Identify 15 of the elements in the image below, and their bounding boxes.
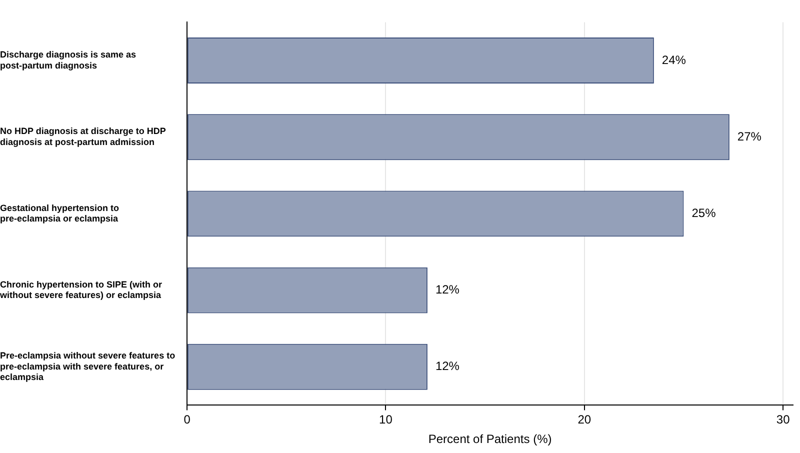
- y-tick-label: No HDP diagnosis at discharge to HDP diagnosis at post-partum admission: [0, 126, 166, 147]
- x-tick-label: 20: [578, 412, 592, 427]
- text: 24%: [662, 52, 686, 67]
- text: 12%: [435, 282, 460, 297]
- text: 27%: [737, 129, 762, 144]
- x-axis-title: Percent of Patients (%): [428, 432, 552, 446]
- y-tick-label: Discharge diagnosis is same as post-partum diagnosis: [0, 50, 136, 70]
- text: 25%: [692, 206, 716, 220]
- x-tick-label: 0: [184, 412, 191, 427]
- y-tick-label: Pre-eclampsia without severe features to pre-eclampsia with severe features, or eclampsia: [0, 350, 176, 382]
- y-tick-label: Gestational hypertension to pre-eclampsia or eclampsia: [0, 202, 120, 224]
- y-tick-label: Chronic hypertension to SIPE (with or without severe features) or eclampsia: [0, 279, 163, 300]
- x-tick-label: 30: [776, 412, 790, 427]
- x-tick-label: 10: [379, 412, 393, 427]
- text: 12%: [435, 359, 460, 374]
